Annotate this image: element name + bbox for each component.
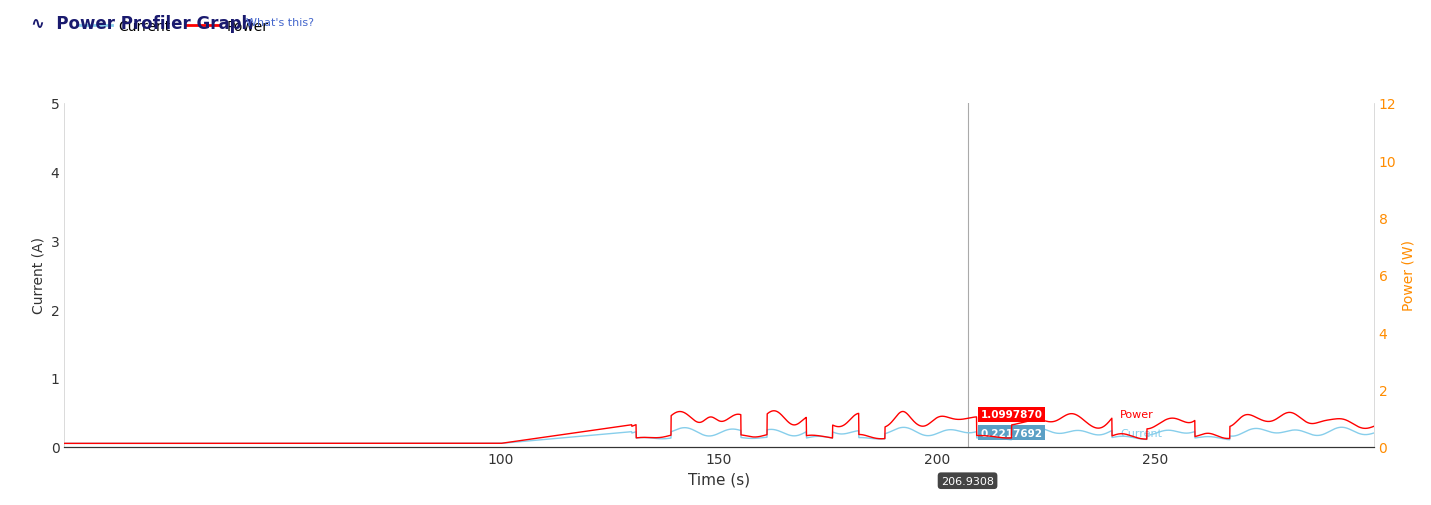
Text: What's this?: What's this? [246, 18, 315, 28]
Text: 0.2217692: 0.2217692 [980, 428, 1043, 438]
Text: ∿  Power Profiler Graph: ∿ Power Profiler Graph [31, 15, 253, 33]
Text: 206.9308: 206.9308 [942, 476, 995, 486]
Text: 1.0997870: 1.0997870 [980, 410, 1043, 419]
Text: Power: Power [1120, 410, 1153, 419]
X-axis label: Time (s): Time (s) [688, 471, 750, 486]
Y-axis label: Power (W): Power (W) [1402, 240, 1415, 311]
Y-axis label: Current (A): Current (A) [31, 237, 46, 314]
Legend: Current, Power: Current, Power [72, 14, 273, 39]
Text: Current: Current [1120, 428, 1162, 438]
